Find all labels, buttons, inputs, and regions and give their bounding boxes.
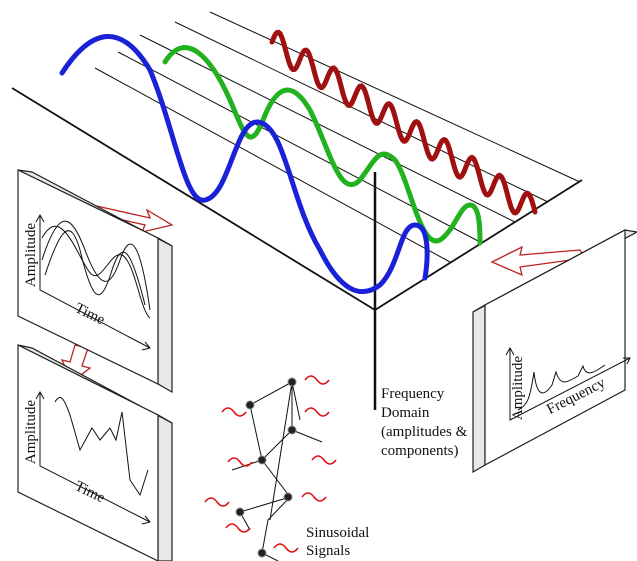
y-label: Amplitude: [23, 223, 39, 288]
label-line: (amplitudes &: [381, 424, 468, 440]
label-line: Frequency: [381, 386, 445, 402]
y-label: Amplitude: [510, 356, 526, 421]
label-line: components): [381, 443, 458, 459]
label-line: Domain: [381, 405, 430, 421]
sinusoidal-label: Sinusoidal Signals: [306, 525, 369, 559]
frequency-domain-label: Frequency Domain (amplitudes & component…: [381, 386, 468, 459]
frequency-panel: Amplitude Frequency: [473, 230, 637, 472]
green-wave: [165, 48, 480, 243]
label-line: Sinusoidal: [306, 525, 369, 541]
diagram: Amplitude Time Amplitude Time Amplitude …: [0, 0, 637, 561]
label-line: Signals: [306, 543, 350, 559]
y-label: Amplitude: [23, 400, 39, 465]
